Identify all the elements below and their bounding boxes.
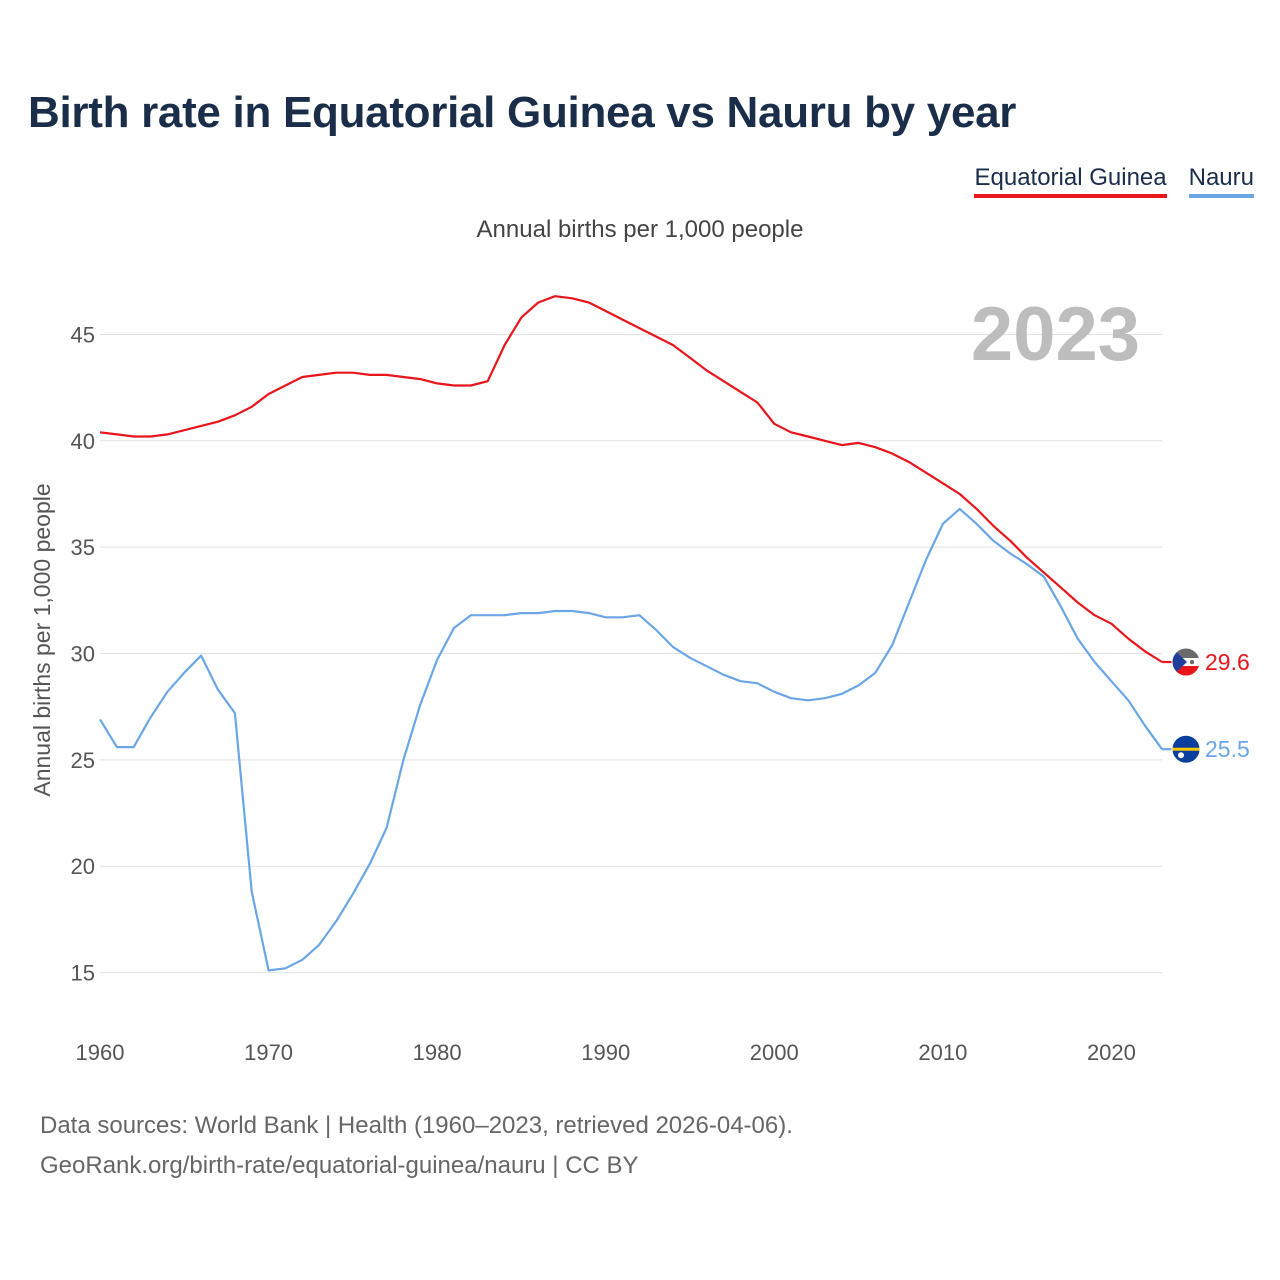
y-tick-label: 45 (71, 322, 95, 347)
x-tick-label: 2010 (918, 1040, 967, 1065)
y-tick-label: 15 (71, 961, 95, 986)
footer: Data sources: World Bank | Health (1960–… (40, 1106, 793, 1186)
x-tick-label: 1990 (581, 1040, 630, 1065)
y-tick-label: 30 (71, 642, 95, 667)
nauru-flag-icon (1171, 734, 1201, 764)
y-tick-label: 25 (71, 748, 95, 773)
series-lines (99, 295, 1163, 972)
legend-item-equatorial-guinea[interactable]: Equatorial Guinea (974, 164, 1167, 198)
series-line-nauru[interactable] (99, 507, 1163, 972)
chart-subtitle: Annual births per 1,000 people (476, 216, 804, 243)
x-tick-label: 1960 (76, 1040, 125, 1065)
gridlines (100, 333, 1162, 974)
y-tick-label: 20 (71, 854, 95, 879)
x-axis-ticks: 1960 1970 1980 1990 2000 2010 2020 (76, 1040, 1136, 1065)
legend: Equatorial Guinea Nauru (974, 164, 1254, 198)
data-source-note: Data sources: World Bank | Health (1960–… (40, 1112, 793, 1139)
y-axis-ticks: 15 20 25 30 35 40 45 (71, 322, 95, 985)
year-watermark: 2023 (971, 292, 1140, 377)
end-value-label: 29.6 (1205, 649, 1250, 675)
x-tick-label: 2000 (750, 1040, 799, 1065)
y-axis-label: Annual births per 1,000 people (29, 483, 55, 796)
source-url[interactable]: GeoRank.org/birth-rate/equatorial-guinea… (40, 1152, 639, 1179)
x-tick-label: 1980 (413, 1040, 462, 1065)
equatorial-guinea-flag-icon (1171, 647, 1201, 677)
end-value-label: 25.5 (1205, 736, 1250, 762)
chart-title: Birth rate in Equatorial Guinea vs Nauru… (28, 88, 1017, 137)
y-tick-label: 35 (71, 535, 95, 560)
series-line-equatorial-guinea[interactable] (99, 295, 1163, 663)
x-tick-label: 1970 (244, 1040, 293, 1065)
end-markers: 29.6 25.5 (1162, 647, 1250, 764)
x-tick-label: 2020 (1087, 1040, 1136, 1065)
y-tick-label: 40 (71, 429, 95, 454)
legend-item-nauru[interactable]: Nauru (1188, 164, 1254, 198)
